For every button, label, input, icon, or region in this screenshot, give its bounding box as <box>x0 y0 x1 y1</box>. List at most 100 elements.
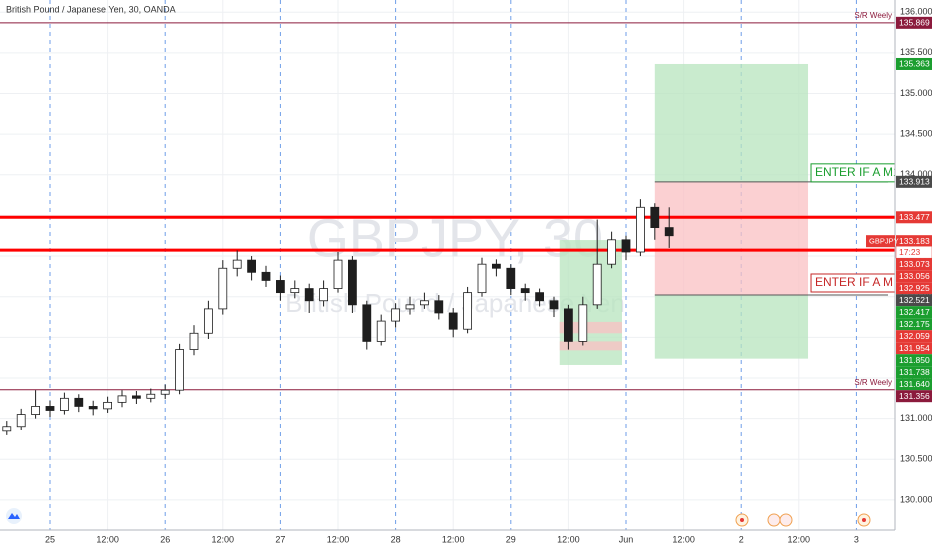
price-tag-label: 132.521 <box>899 295 930 305</box>
x-tick-label: 28 <box>391 534 401 544</box>
y-tick-label: 130.500 <box>900 454 932 464</box>
logo-mark <box>8 513 20 519</box>
x-tick-label: 12:00 <box>327 534 350 544</box>
price-tag <box>896 211 932 224</box>
event-icon <box>767 513 781 527</box>
price-tag <box>896 342 932 355</box>
candle-body <box>348 259 357 306</box>
x-tick-label: 2 <box>739 534 744 544</box>
time-axis-bg <box>0 530 932 550</box>
price-tag-label: 131.738 <box>899 367 930 377</box>
x-tick-label: 12:00 <box>96 534 119 544</box>
x-tick-label: 27 <box>275 534 285 544</box>
chart-title: British Pound / Japanese Yen, 30, OANDA <box>6 4 176 14</box>
candle-body <box>477 263 487 294</box>
candle-body <box>592 263 602 306</box>
y-tick-label: 135.000 <box>900 88 932 98</box>
price-tag <box>896 366 932 379</box>
candle-body <box>304 288 314 302</box>
levels: S/R Weely S/R Weely <box>0 11 895 391</box>
x-tick-label: 12:00 <box>442 534 465 544</box>
price-tag-label: 131.954 <box>899 343 930 353</box>
price-tag <box>896 294 932 307</box>
candle-body <box>607 239 617 265</box>
price-tag-label: 133.056 <box>899 271 930 281</box>
candle-body <box>420 300 429 306</box>
candle-body <box>103 401 112 410</box>
price-tag <box>896 330 932 343</box>
y-tick-label: 135.500 <box>900 47 932 57</box>
price-tag <box>896 354 932 367</box>
event-icon <box>779 513 793 527</box>
price-tag <box>896 306 932 319</box>
candle-body <box>203 308 213 334</box>
price-tag-label: 132.417 <box>899 307 930 317</box>
price-tag-label: 131.640 <box>899 379 930 389</box>
price-tag <box>896 235 932 248</box>
candle-body <box>664 227 674 237</box>
x-tick-label: 25 <box>45 534 55 544</box>
position-box <box>559 321 622 334</box>
countdown-label: 17:23 <box>899 247 921 257</box>
y-tick-label: 130.000 <box>900 494 932 504</box>
y-tick-label: 134.000 <box>900 169 932 179</box>
annotations: ENTER IF A M1 ENTER IF A M <box>810 163 912 293</box>
price-tag <box>896 318 932 331</box>
price-tag-label: 135.363 <box>899 59 930 69</box>
candles <box>2 199 674 435</box>
price-tag-label: 132.925 <box>899 283 930 293</box>
y-tick-label: 134.500 <box>900 129 932 139</box>
candle-body <box>362 304 372 342</box>
price-tag-label: 131.356 <box>899 391 930 401</box>
annotation: ENTER IF A M <box>815 275 893 289</box>
x-tick-label: 12:00 <box>788 534 811 544</box>
candle-body <box>146 393 156 399</box>
position-box <box>559 341 622 351</box>
candle-body <box>621 239 631 253</box>
candle-body <box>650 206 660 229</box>
candle-body <box>549 300 559 310</box>
candle-body <box>578 304 588 342</box>
candle-body <box>434 300 444 314</box>
price-tag <box>896 258 932 271</box>
candle-body <box>74 397 84 407</box>
candle-body <box>319 288 329 302</box>
price-tag-label: 133.183 <box>899 236 930 246</box>
price-tag-label: 133.913 <box>899 177 930 187</box>
x-tick-label: Jun <box>619 534 634 544</box>
symbol-tag-label: GBPJPY <box>869 237 899 246</box>
candle-body <box>333 259 343 289</box>
price-tag-label: 133.477 <box>899 212 930 222</box>
candle-body <box>16 414 26 428</box>
price-tag-label: 135.869 <box>899 18 930 28</box>
price-tag-label: 131.850 <box>899 355 930 365</box>
price-tag <box>896 57 932 70</box>
candle-body <box>564 308 573 342</box>
boxes <box>559 63 889 365</box>
candle-body <box>535 292 545 302</box>
position-box <box>654 63 809 182</box>
x-tick-label: 12:00 <box>672 534 695 544</box>
candle-body <box>59 397 69 411</box>
price-tag <box>896 378 932 391</box>
y-tick-label: 136.000 <box>900 7 932 17</box>
candle-body <box>463 292 473 330</box>
level-label: S/R Weely <box>854 11 892 20</box>
candle-body <box>45 406 55 411</box>
x-tick-label: 26 <box>160 534 170 544</box>
candle-body <box>218 267 228 310</box>
candle-body <box>88 406 98 410</box>
price-tag-label: 132.059 <box>899 331 930 341</box>
countdown-tag <box>895 245 932 259</box>
logo <box>6 508 22 524</box>
position-box <box>654 181 809 295</box>
candle-body <box>247 259 256 273</box>
candle-body <box>376 320 386 342</box>
candle-body <box>448 312 458 330</box>
candle-body <box>31 406 40 415</box>
price-tag <box>896 282 932 295</box>
axes: 136.000135.500135.000134.500134.000133.5… <box>45 7 932 544</box>
candle-body <box>160 389 170 395</box>
candle-body <box>520 288 530 294</box>
